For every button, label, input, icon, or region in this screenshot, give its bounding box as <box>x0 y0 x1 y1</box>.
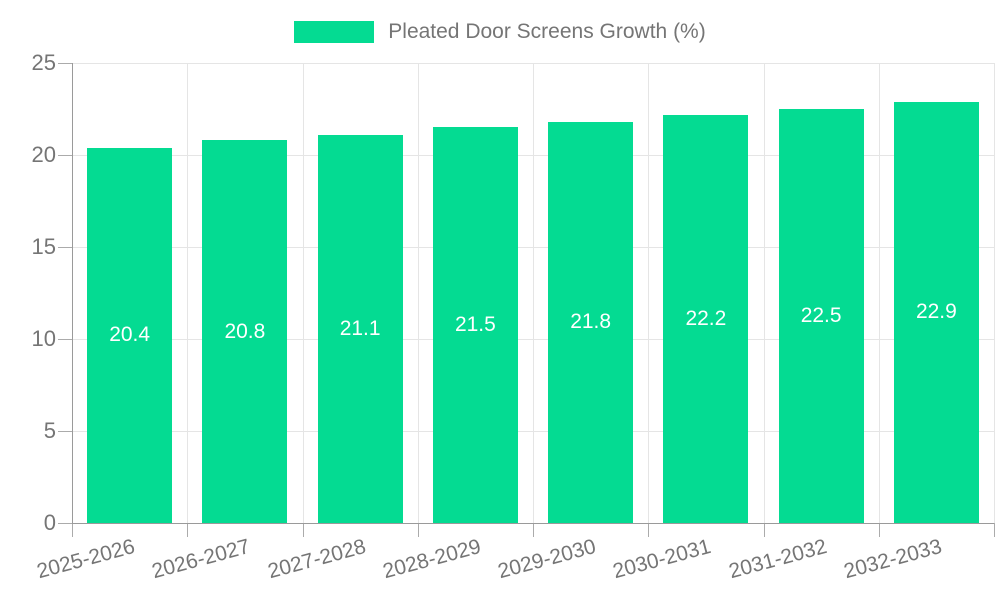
x-gridline <box>878 63 880 523</box>
x-gridline <box>187 63 189 523</box>
bar-value-label: 21.5 <box>454 313 496 337</box>
bar[interactable]: 21.8 <box>548 121 634 523</box>
y-axis-line <box>72 63 73 523</box>
y-axis-tick <box>58 431 72 432</box>
x-tick-label-text: 2032-2033 <box>841 535 945 584</box>
x-axis-tick <box>648 523 650 537</box>
x-axis-tick <box>533 523 534 537</box>
x-gridline <box>302 63 304 523</box>
x-tick-label-text: 2027-2028 <box>265 535 369 584</box>
x-axis-tick <box>302 523 304 537</box>
x-axis-line <box>72 523 994 524</box>
y-axis-tick <box>58 339 72 340</box>
x-axis-tick <box>417 523 419 537</box>
x-gridline <box>763 63 765 523</box>
bar[interactable]: 20.8 <box>202 140 288 523</box>
y-tick-label: 10 <box>31 326 56 351</box>
x-gridline <box>417 63 419 523</box>
bar[interactable]: 22.2 <box>663 114 749 523</box>
y-axis-tick <box>58 63 72 64</box>
bar[interactable]: 21.5 <box>432 127 518 523</box>
x-tick-label-text: 2026-2027 <box>149 535 253 584</box>
x-axis-tick <box>878 523 880 537</box>
x-tick-label-text: 2031-2032 <box>726 535 830 584</box>
legend-label: Pleated Door Screens Growth (%) <box>388 20 706 43</box>
x-gridline <box>533 63 534 523</box>
x-axis-tick <box>187 523 189 537</box>
x-axis-tick <box>994 523 995 537</box>
bar[interactable]: 22.5 <box>778 109 864 523</box>
bar[interactable]: 22.9 <box>893 101 979 523</box>
x-axis-tick <box>763 523 765 537</box>
bar[interactable]: 20.4 <box>87 147 173 523</box>
y-tick-label: 0 <box>43 510 56 535</box>
bar-value-label: 22.2 <box>685 306 727 330</box>
x-gridline <box>648 63 650 523</box>
x-tick-label-text: 2029-2030 <box>495 535 599 584</box>
x-tick-label-text: 2030-2031 <box>610 535 714 584</box>
y-tick-label: 20 <box>31 142 56 167</box>
chart-legend[interactable]: Pleated Door Screens Growth (%) <box>0 18 1000 46</box>
bar[interactable]: 21.1 <box>317 134 403 523</box>
bar-value-label: 22.5 <box>800 304 842 327</box>
legend-swatch <box>294 21 375 43</box>
bar-value-label: 21.8 <box>570 310 612 334</box>
y-axis-tick <box>58 523 72 524</box>
bar-value-label: 21.1 <box>339 316 381 340</box>
y-tick-label: 25 <box>31 50 56 75</box>
bar-value-label: 20.4 <box>109 323 151 347</box>
y-axis-tick <box>58 247 72 248</box>
x-axis-tick <box>72 523 73 537</box>
x-tick-label-text: 2025-2026 <box>34 535 138 584</box>
y-tick-label: 5 <box>43 418 56 443</box>
y-axis-tick <box>58 155 72 156</box>
bar-value-label: 22.9 <box>915 300 957 324</box>
bar-value-label: 20.8 <box>224 319 266 343</box>
x-tick-label-text: 2028-2029 <box>380 535 484 584</box>
x-gridline <box>994 63 995 523</box>
y-tick-label: 15 <box>31 234 56 259</box>
